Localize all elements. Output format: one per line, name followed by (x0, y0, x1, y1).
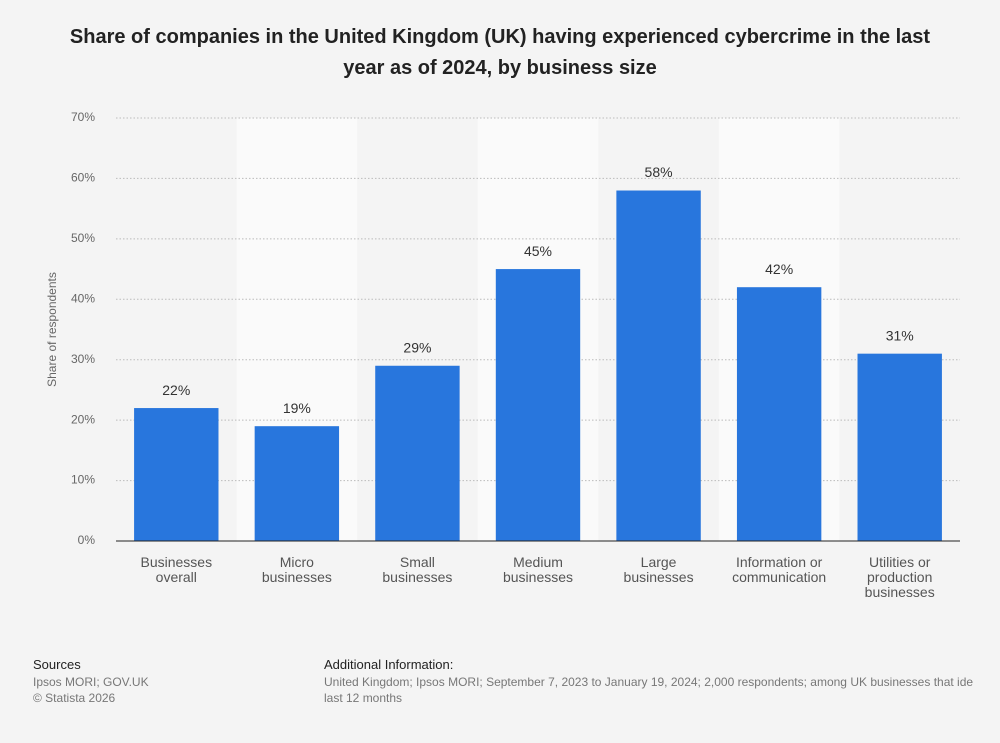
y-axis-label: Share of respondents (45, 272, 59, 387)
value-label: 31% (886, 327, 914, 343)
chart-title: Share of companies in the United Kingdom… (69, 26, 931, 79)
y-tick-label: 40% (71, 291, 95, 305)
copyright: © Statista 2026 (33, 691, 116, 705)
info-line: United Kingdom; Ipsos MORI; September 7,… (324, 675, 974, 689)
y-tick-label: 20% (71, 412, 95, 426)
x-tick-label: Businesses overall (140, 554, 213, 585)
source-line: Ipsos MORI; GOV.UK (33, 675, 149, 689)
y-tick-label: 0% (78, 533, 96, 547)
info-line: last 12 months (324, 691, 403, 705)
y-tick-label: 70% (71, 110, 95, 124)
value-label: 19% (283, 400, 311, 416)
x-tick-label: Medium businesses (502, 554, 574, 585)
y-tick-label: 60% (71, 171, 95, 185)
y-tick-label: 10% (71, 473, 95, 487)
x-tick-label: Information or communication (732, 554, 827, 585)
y-tick-label: 30% (71, 352, 95, 366)
bar (857, 353, 942, 541)
value-label: 42% (765, 261, 793, 277)
x-tick-label: Large businesses (623, 554, 694, 585)
y-tick-label: 50% (71, 231, 95, 245)
bar (375, 365, 460, 541)
bar (495, 269, 581, 541)
value-label: 22% (162, 382, 190, 398)
x-tick-label: Small businesses (382, 554, 453, 585)
x-tick-label: Micro businesses (261, 554, 332, 585)
sources-title: Sources (33, 657, 81, 672)
value-label: 45% (524, 243, 552, 259)
info-title: Additional Information: (324, 657, 454, 672)
bar (736, 287, 822, 541)
bar (254, 426, 340, 541)
bar (134, 408, 219, 541)
value-label: 58% (645, 164, 673, 180)
bar (616, 190, 701, 541)
x-tick-label: Utilities or production businesses (864, 554, 935, 600)
value-label: 29% (403, 339, 431, 355)
